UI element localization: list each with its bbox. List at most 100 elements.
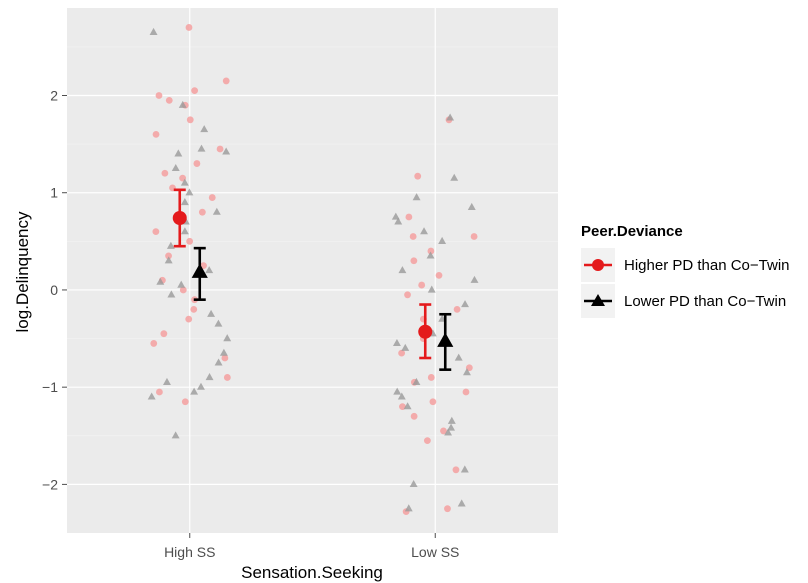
point-lower-pd <box>167 290 176 298</box>
point-lower-pd <box>457 499 466 507</box>
point-lower-pd <box>223 334 232 342</box>
point-lower-pd <box>470 275 479 283</box>
point-higher-pd <box>427 247 435 255</box>
point-higher-pd <box>404 291 411 299</box>
point-higher-pd <box>470 233 478 240</box>
point-lower-pd <box>426 251 435 259</box>
point-lower-pd <box>222 147 231 155</box>
point-lower-pd <box>460 465 469 473</box>
legend-key-lower-triangle <box>591 294 605 306</box>
x-axis-title: Sensation.Seeking <box>241 563 383 582</box>
point-higher-pd <box>452 466 460 474</box>
point-higher-pd <box>186 237 194 245</box>
point-lower-pd <box>197 382 205 390</box>
point-lower-pd <box>164 256 173 264</box>
point-lower-pd <box>412 193 421 201</box>
y-tick-label: 0 <box>50 282 58 298</box>
point-lower-pd <box>200 125 209 133</box>
point-lower-pd <box>212 207 221 215</box>
point-higher-pd <box>221 354 229 362</box>
point-higher-pd <box>453 305 461 313</box>
point-higher-pd <box>190 305 198 313</box>
point-lower-pd <box>467 202 476 210</box>
mean-lower-pd <box>437 332 454 347</box>
data-points <box>147 24 479 516</box>
point-lower-pd <box>177 280 186 288</box>
point-lower-pd <box>205 266 214 274</box>
point-higher-pd <box>216 145 224 153</box>
point-lower-pd <box>190 387 199 395</box>
point-lower-pd <box>205 373 214 381</box>
point-higher-pd <box>429 398 437 406</box>
point-lower-pd <box>404 504 413 512</box>
point-lower-pd <box>197 144 206 152</box>
point-higher-pd <box>150 340 158 347</box>
point-lower-pd <box>185 188 194 196</box>
point-lower-pd <box>401 343 410 351</box>
point-lower-pd <box>461 300 469 308</box>
mean-higher-pd <box>172 211 187 225</box>
point-lower-pd <box>447 423 456 431</box>
point-higher-pd <box>185 315 193 323</box>
x-tick-label: High SS <box>164 544 215 560</box>
point-higher-pd <box>155 92 163 99</box>
point-lower-pd <box>393 387 402 395</box>
y-tick-label: −1 <box>42 379 58 395</box>
point-lower-pd <box>149 27 158 35</box>
point-higher-pd <box>409 233 417 240</box>
legend-title: Peer.Deviance <box>581 223 683 240</box>
point-lower-pd <box>412 377 421 385</box>
point-lower-pd <box>394 217 403 225</box>
point-lower-pd <box>409 479 418 488</box>
mean-higher-pd <box>418 324 433 339</box>
point-lower-pd <box>397 392 406 400</box>
point-lower-pd <box>180 227 189 235</box>
y-tick-label: 1 <box>50 185 58 201</box>
point-lower-pd <box>450 173 459 181</box>
point-lower-pd <box>171 431 180 439</box>
legend-label-lower: Lower PD than Co−Twin <box>624 293 786 310</box>
point-higher-pd <box>418 281 426 289</box>
point-higher-pd <box>152 130 160 138</box>
point-higher-pd <box>423 437 431 445</box>
point-higher-pd <box>193 160 201 167</box>
point-lower-pd <box>447 416 456 424</box>
y-tick-label: 2 <box>50 88 58 104</box>
point-higher-pd <box>160 330 168 338</box>
point-higher-pd <box>465 364 473 372</box>
point-lower-pd <box>392 339 401 347</box>
point-lower-pd <box>163 377 171 385</box>
point-lower-pd <box>398 266 407 274</box>
legend: Peer.Deviance Higher PD than Co−Twin Low… <box>581 223 790 318</box>
point-higher-pd <box>156 388 163 396</box>
point-higher-pd <box>185 24 193 31</box>
point-higher-pd <box>399 403 406 411</box>
point-lower-pd <box>174 149 183 157</box>
point-lower-pd <box>446 113 455 121</box>
point-higher-pd <box>179 286 187 294</box>
point-higher-pd <box>165 96 173 104</box>
point-lower-pd <box>214 358 223 366</box>
plot-panel <box>67 8 558 533</box>
point-higher-pd <box>405 213 413 221</box>
y-axis-title: log.Delinquency <box>13 211 32 332</box>
point-lower-pd <box>427 285 436 293</box>
point-lower-pd <box>462 368 471 376</box>
point-lower-pd <box>438 236 447 244</box>
grid-lines <box>67 8 558 533</box>
legend-key-higher-circle <box>592 259 604 271</box>
x-tick-label: Low SS <box>411 544 459 560</box>
point-higher-pd <box>152 228 160 236</box>
point-higher-pd <box>161 169 169 177</box>
point-lower-pd <box>147 392 156 400</box>
point-lower-pd <box>454 353 463 361</box>
point-lower-pd <box>180 178 189 186</box>
point-lower-pd <box>171 164 180 172</box>
point-higher-pd <box>410 257 418 265</box>
mean-lower-pd <box>191 263 208 278</box>
point-higher-pd <box>414 172 422 180</box>
point-higher-pd <box>398 349 406 357</box>
point-higher-pd <box>222 77 230 85</box>
point-lower-pd <box>178 100 187 108</box>
